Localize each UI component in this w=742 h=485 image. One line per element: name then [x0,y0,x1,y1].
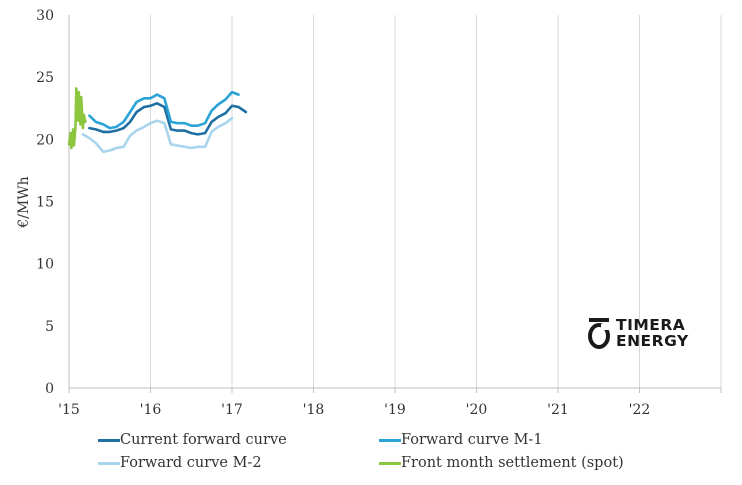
y-tick-label: 15 [36,195,54,211]
y-tick-label: 20 [36,132,54,148]
legend-item-forward-curve-m2: Forward curve M-2 [98,455,262,471]
series-line-front-month-settlement-spot [67,87,87,150]
series-line-forward-curve-m-2 [81,116,234,154]
series-line-forward-curve-m-1 [88,90,240,130]
y-tick-label: 25 [36,70,54,86]
logo-line-2: ENERGY [616,332,689,350]
series-line-current-forward-curve [88,102,248,136]
x-tick-label: '20 [466,402,488,418]
x-tick-label: '22 [629,402,651,418]
y-tick-label: 10 [36,257,54,273]
series-lines [67,87,248,154]
legend-swatch [98,461,120,465]
x-tick-labels: '15 '16 '17 '18 '19 '20 '21 '22 [58,402,650,418]
legend-label: Front month settlement (spot) [401,455,624,471]
x-tick-label: '19 [384,402,406,418]
logo-line-1: TIMERA [616,316,686,334]
legend-item-forward-curve-m1: Forward curve M-1 [379,432,543,448]
axes [68,15,722,393]
x-tick-label: '21 [547,402,569,418]
x-tick-label: '15 [58,402,80,418]
legend-label: Forward curve M-1 [401,432,543,448]
legend-swatch [379,438,401,442]
grid-lines [150,15,722,388]
y-tick-label: 0 [45,381,54,397]
x-tick-label: '16 [140,402,162,418]
x-tick-label: '17 [221,402,243,418]
legend-label: Current forward curve [120,432,287,448]
timera-energy-logo: TIMERA ENERGY [586,316,689,350]
logo-wordmark: TIMERA ENERGY [616,317,689,349]
logo-mark-icon [588,318,611,349]
y-tick-labels: 0 5 10 15 20 25 30 [36,8,54,397]
legend-swatch [379,461,401,465]
x-tick-label: '18 [303,402,325,418]
y-axis-label: €/MWh [16,176,32,228]
y-tick-label: 30 [36,8,54,24]
y-tick-label: 5 [45,319,54,335]
legend-swatch [98,438,120,442]
legend-label: Forward curve M-2 [120,455,262,471]
legend-item-current-forward-curve: Current forward curve [98,432,287,448]
legend-item-front-month-settlement: Front month settlement (spot) [379,455,624,471]
